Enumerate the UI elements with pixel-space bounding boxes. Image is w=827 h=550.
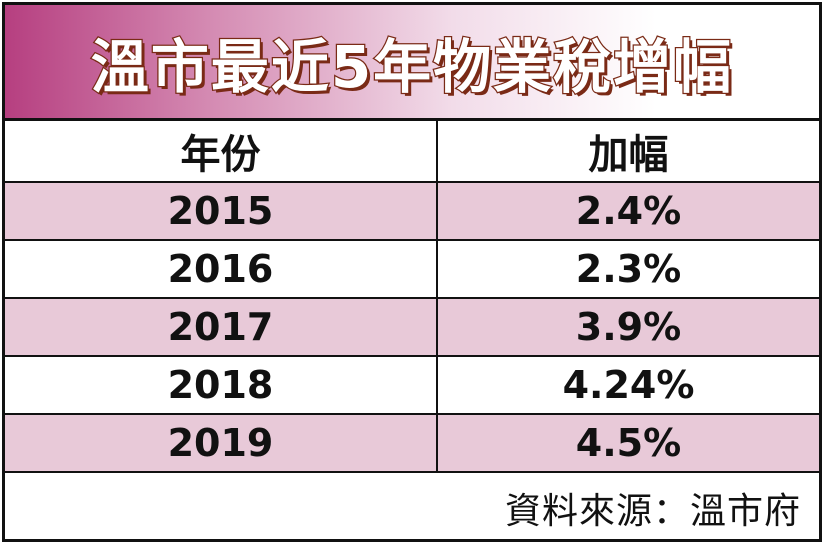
table-row: 2016 2.3% — [5, 241, 819, 299]
year-cell: 2016 — [5, 241, 438, 297]
table-header-row: 年份 加幅 — [5, 121, 819, 183]
table-frame: 溫市最近5年物業稅增幅 年份 加幅 2015 2.4% 2016 2.3% 20… — [2, 2, 822, 542]
title-bar: 溫市最近5年物業稅增幅 — [5, 5, 819, 121]
chart-title: 溫市最近5年物業稅增幅 — [90, 31, 734, 102]
year-cell: 2019 — [5, 415, 438, 471]
table-row: 2017 3.9% — [5, 299, 819, 357]
increase-cell: 2.4% — [575, 189, 682, 233]
year-cell: 2015 — [5, 183, 438, 239]
increase-cell: 4.5% — [575, 421, 682, 465]
increase-cell: 2.3% — [575, 247, 682, 291]
source-note: 資料來源：溫市府 — [504, 491, 801, 532]
header-increase: 加幅 — [588, 132, 669, 178]
increase-cell: 4.24% — [562, 363, 695, 407]
data-table: 年份 加幅 2015 2.4% 2016 2.3% 2017 3.9% 2018… — [5, 121, 819, 473]
header-year: 年份 — [5, 121, 438, 181]
table-row: 2018 4.24% — [5, 357, 819, 415]
table-row: 2015 2.4% — [5, 183, 819, 241]
increase-cell: 3.9% — [575, 305, 682, 349]
year-cell: 2017 — [5, 299, 438, 355]
year-cell: 2018 — [5, 357, 438, 413]
table-row: 2019 4.5% — [5, 415, 819, 473]
